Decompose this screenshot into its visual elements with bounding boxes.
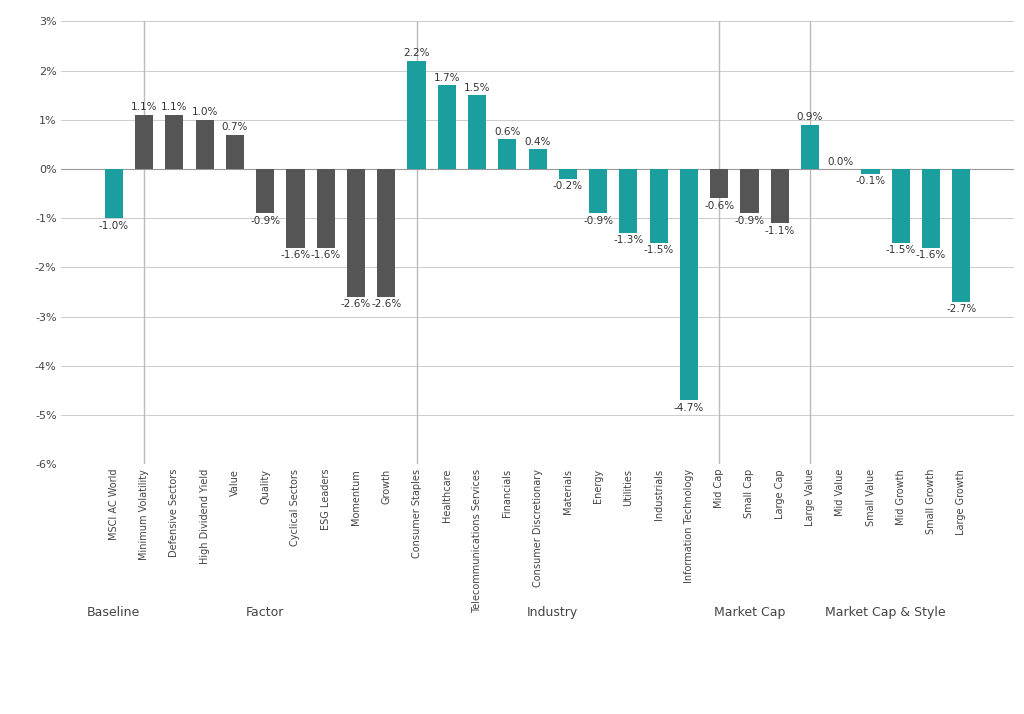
Text: 0.6%: 0.6% xyxy=(495,127,520,137)
Text: -1.6%: -1.6% xyxy=(916,250,946,260)
Text: -2.6%: -2.6% xyxy=(371,299,401,309)
Text: -2.7%: -2.7% xyxy=(946,304,977,314)
Bar xyxy=(408,61,426,169)
Text: 1.1%: 1.1% xyxy=(161,102,187,112)
Text: Baseline: Baseline xyxy=(87,605,140,619)
Text: -0.9%: -0.9% xyxy=(583,216,613,226)
Text: -1.5%: -1.5% xyxy=(643,245,674,255)
Text: -0.6%: -0.6% xyxy=(705,201,734,211)
Bar xyxy=(499,139,516,169)
Text: 1.7%: 1.7% xyxy=(433,73,460,83)
Text: 0.9%: 0.9% xyxy=(797,112,823,122)
Text: 1.1%: 1.1% xyxy=(131,102,158,112)
Bar xyxy=(922,169,940,248)
Text: -1.6%: -1.6% xyxy=(281,250,310,260)
Bar xyxy=(952,169,971,302)
Bar xyxy=(740,169,759,213)
Bar xyxy=(287,169,304,248)
Text: 0.0%: 0.0% xyxy=(827,156,853,166)
Bar xyxy=(589,169,607,213)
Text: -4.7%: -4.7% xyxy=(674,403,705,413)
Text: 1.0%: 1.0% xyxy=(191,107,218,117)
Text: -0.2%: -0.2% xyxy=(553,181,583,191)
Bar xyxy=(226,134,244,169)
Bar xyxy=(165,115,183,169)
Bar xyxy=(135,115,154,169)
Bar xyxy=(196,120,214,169)
Text: -0.9%: -0.9% xyxy=(250,216,281,226)
Bar xyxy=(316,169,335,248)
Bar xyxy=(710,169,728,198)
Text: 0.4%: 0.4% xyxy=(524,137,551,147)
Text: 1.5%: 1.5% xyxy=(464,83,490,93)
Bar xyxy=(801,125,819,169)
Text: Market Cap & Style: Market Cap & Style xyxy=(825,605,946,619)
Text: Factor: Factor xyxy=(246,605,285,619)
Bar xyxy=(649,169,668,243)
Text: Market Cap: Market Cap xyxy=(714,605,785,619)
Bar xyxy=(861,169,880,174)
Bar xyxy=(104,169,123,218)
Bar xyxy=(347,169,366,297)
Text: 2.2%: 2.2% xyxy=(403,49,430,59)
Bar xyxy=(468,95,486,169)
Bar xyxy=(620,169,638,233)
Text: -1.1%: -1.1% xyxy=(765,226,795,236)
Text: Industry: Industry xyxy=(527,605,579,619)
Text: -0.9%: -0.9% xyxy=(734,216,765,226)
Bar xyxy=(437,86,456,169)
Text: 0.7%: 0.7% xyxy=(222,122,248,132)
Text: -1.6%: -1.6% xyxy=(310,250,341,260)
Bar xyxy=(528,149,547,169)
Bar xyxy=(377,169,395,297)
Text: -1.5%: -1.5% xyxy=(886,245,916,255)
Bar xyxy=(256,169,274,213)
Text: -1.0%: -1.0% xyxy=(98,221,129,231)
Bar xyxy=(680,169,698,400)
Text: -0.1%: -0.1% xyxy=(855,176,886,186)
Text: -1.3%: -1.3% xyxy=(613,236,643,246)
Text: -2.6%: -2.6% xyxy=(341,299,371,309)
Bar xyxy=(771,169,788,223)
Bar xyxy=(892,169,910,243)
Bar xyxy=(559,169,577,178)
